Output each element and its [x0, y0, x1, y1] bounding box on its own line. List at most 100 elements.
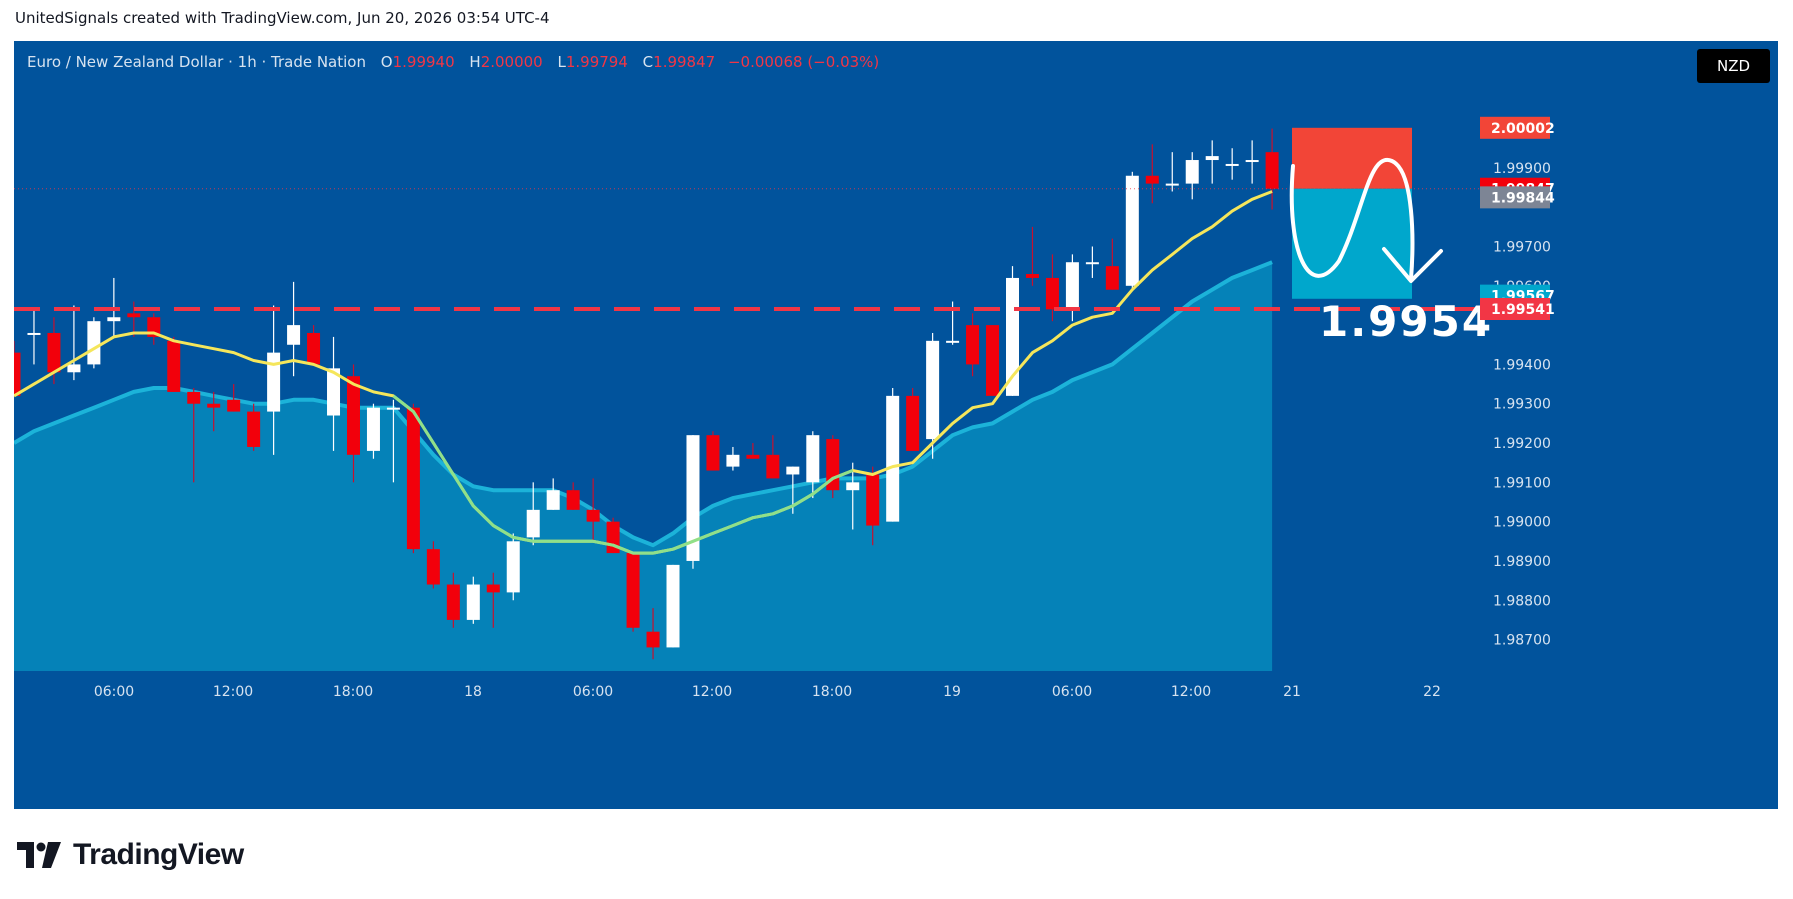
y-tick-label: 1.98800: [1493, 593, 1551, 609]
candle-body: [506, 541, 520, 593]
ema-slow-line: [14, 260, 1273, 548]
price-label: 1.99844: [1491, 190, 1555, 206]
candle-body: [1105, 266, 1119, 290]
candle-body: [1245, 160, 1259, 163]
symbol-name: Euro / New Zealand Dollar · 1h · Trade N…: [27, 53, 366, 71]
low-value: 1.99794: [565, 53, 628, 71]
symbol-legend: Euro / New Zealand Dollar · 1h · Trade N…: [27, 53, 879, 71]
candle-body: [227, 399, 241, 412]
candle-body: [806, 435, 820, 483]
target-annotation: 1.9954: [1319, 297, 1493, 346]
candle-body: [686, 435, 700, 561]
candle-body: [566, 490, 580, 510]
candle-body: [1165, 183, 1179, 186]
brand-name: TradingView: [73, 838, 244, 871]
low-label: L: [557, 53, 566, 71]
x-tick-label: 06:00: [1052, 684, 1092, 700]
candle-body: [486, 584, 500, 593]
price-label-box: [1480, 186, 1550, 209]
price-label-box: [1480, 116, 1550, 139]
y-tick-label: 1.98900: [1493, 554, 1551, 570]
candle-body: [307, 332, 321, 365]
high-value: 2.00000: [480, 53, 543, 71]
y-tick-label: 1.99900: [1493, 161, 1551, 177]
stop-loss-zone: [1292, 127, 1412, 189]
x-tick-label: 21: [1283, 684, 1301, 700]
tradingview-logo-icon: [17, 842, 61, 868]
price-label-box: [1480, 297, 1550, 320]
candle-body: [726, 454, 740, 467]
price-label: 2.00002: [1491, 121, 1555, 137]
candle-body: [1265, 152, 1279, 189]
candle-body: [746, 454, 760, 459]
x-tick-label: 22: [1423, 684, 1441, 700]
candle-body: [906, 395, 920, 451]
candle-body: [766, 454, 780, 479]
candle-body: [67, 364, 81, 373]
candle-body: [1025, 274, 1039, 278]
candle-body: [1045, 277, 1059, 310]
candle-body: [946, 340, 960, 343]
x-tick-label: 18:00: [333, 684, 373, 700]
y-tick-label: 1.98700: [1493, 633, 1551, 649]
take-profit-zone: [1292, 188, 1412, 299]
x-tick-label: 12:00: [1171, 684, 1211, 700]
y-tick-label: 1.99100: [1493, 475, 1551, 491]
x-tick-label: 06:00: [94, 684, 134, 700]
chart-area[interactable]: 1.99541.999001.997001.996001.994001.9930…: [14, 41, 1778, 809]
candle-body: [1145, 175, 1159, 184]
candle-body: [87, 321, 101, 365]
candle-body: [247, 411, 261, 447]
x-tick-label: 12:00: [213, 684, 253, 700]
candle-body: [886, 395, 900, 522]
close-label: C: [642, 53, 654, 71]
y-tick-label: 1.99700: [1493, 240, 1551, 256]
candle-body: [327, 368, 341, 416]
trend-arrow-head: [1382, 247, 1443, 283]
candle-body: [526, 509, 540, 538]
candle-body: [846, 482, 860, 491]
chart-credit: UnitedSignals created with TradingView.c…: [15, 9, 550, 27]
high-label: H: [469, 53, 481, 71]
candle-body: [47, 332, 61, 373]
candle-body: [267, 352, 281, 412]
candle-body: [986, 325, 1000, 396]
ema-fast-line-green: [392, 394, 854, 555]
candle-body: [1185, 160, 1199, 184]
x-tick-label: 18: [464, 684, 482, 700]
x-tick-label: 12:00: [692, 684, 732, 700]
candle-body: [366, 407, 380, 451]
candle-body: [287, 325, 301, 345]
candle-body: [586, 509, 600, 522]
brand-footer: TradingView: [17, 838, 244, 872]
y-tick-label: 1.99000: [1493, 515, 1551, 531]
y-tick-label: 1.99300: [1493, 397, 1551, 413]
open-value: 1.99940: [392, 53, 455, 71]
trend-arrow-curve: [1289, 157, 1415, 281]
y-tick-label: 1.99200: [1493, 436, 1551, 452]
close-value: 1.99847: [653, 53, 716, 71]
change-value: −0.00068 (−0.03%): [727, 53, 880, 71]
candle-body: [666, 564, 680, 648]
x-tick-label: 06:00: [573, 684, 613, 700]
candle-body: [406, 407, 420, 550]
price-chart[interactable]: 1.99541.999001.997001.996001.994001.9930…: [14, 41, 1778, 809]
candle-body: [706, 435, 720, 471]
candle-body: [966, 325, 980, 365]
candle-body: [786, 466, 800, 475]
currency-button[interactable]: NZD: [1697, 49, 1770, 83]
candle-body: [167, 340, 181, 392]
candle-body: [646, 631, 660, 648]
candle-body: [1085, 262, 1099, 265]
candle-body: [1125, 175, 1139, 286]
candle-body: [1065, 262, 1079, 310]
candle-body: [1205, 156, 1219, 161]
price-label: 1.99541: [1491, 302, 1555, 318]
candle-body: [926, 340, 940, 440]
candle-body: [426, 549, 440, 585]
candle-body: [187, 391, 201, 404]
y-tick-label: 1.99400: [1493, 357, 1551, 373]
candle-body: [207, 403, 221, 408]
candle-body: [546, 490, 560, 510]
candle-body: [27, 332, 41, 335]
